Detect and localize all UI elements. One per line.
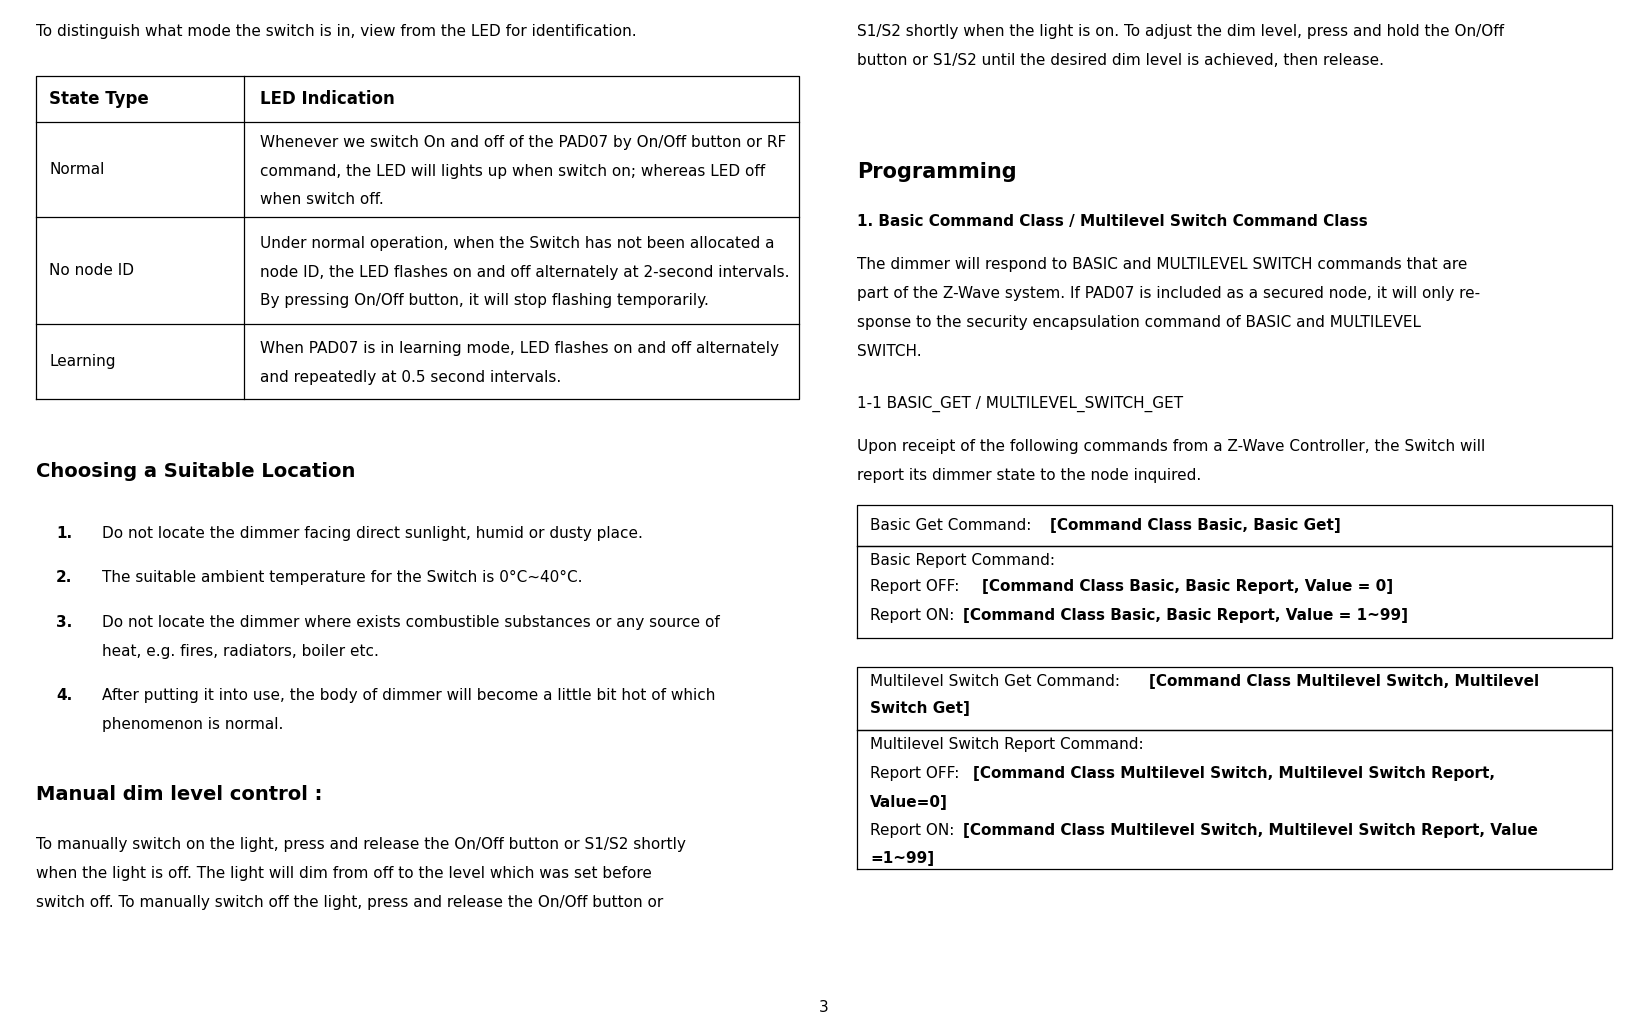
Text: =1~99]: =1~99] (870, 852, 934, 866)
Text: 4.: 4. (56, 688, 73, 703)
Text: Multilevel Switch Report Command:: Multilevel Switch Report Command: (870, 737, 1144, 753)
Text: Choosing a Suitable Location: Choosing a Suitable Location (36, 462, 356, 481)
Text: heat, e.g. fires, radiators, boiler etc.: heat, e.g. fires, radiators, boiler etc. (102, 644, 379, 659)
Text: Switch Get]: Switch Get] (870, 701, 971, 717)
Text: Learning: Learning (49, 353, 115, 369)
Text: Do not locate the dimmer facing direct sunlight, humid or dusty place.: Do not locate the dimmer facing direct s… (102, 525, 643, 541)
Text: Report ON:: Report ON: (870, 823, 954, 837)
Text: LED Indication: LED Indication (260, 90, 396, 108)
Text: To distinguish what mode the switch is in, view from the LED for identification.: To distinguish what mode the switch is i… (36, 24, 636, 39)
Text: Normal: Normal (49, 162, 105, 177)
Text: [Command Class Multilevel Switch, Multilevel Switch Report,: [Command Class Multilevel Switch, Multil… (972, 766, 1495, 782)
Text: sponse to the security encapsulation command of BASIC and MULTILEVEL: sponse to the security encapsulation com… (857, 315, 1421, 330)
Text: Value=0]: Value=0] (870, 795, 948, 811)
Text: Basic Report Command:: Basic Report Command: (870, 553, 1055, 568)
Text: [Command Class Basic, Basic Get]: [Command Class Basic, Basic Get] (1050, 518, 1341, 533)
Text: when switch off.: when switch off. (260, 193, 384, 207)
Text: Whenever we switch On and off of the PAD07 by On/Off button or RF: Whenever we switch On and off of the PAD… (260, 135, 786, 149)
Text: SWITCH.: SWITCH. (857, 344, 921, 358)
Text: State Type: State Type (49, 90, 150, 108)
Text: Report ON:: Report ON: (870, 608, 954, 623)
Text: 1.: 1. (56, 525, 73, 541)
Text: [Command Class Basic, Basic Report, Value = 1~99]: [Command Class Basic, Basic Report, Valu… (962, 608, 1409, 623)
Text: Report OFF:: Report OFF: (870, 579, 964, 594)
Text: command, the LED will lights up when switch on; whereas LED off: command, the LED will lights up when swi… (260, 164, 766, 178)
Text: Multilevel Switch Get Command:: Multilevel Switch Get Command: (870, 674, 1121, 689)
Text: part of the Z-Wave system. If PAD07 is included as a secured node, it will only : part of the Z-Wave system. If PAD07 is i… (857, 286, 1480, 301)
Text: Report OFF:: Report OFF: (870, 766, 959, 782)
Text: S1/S2 shortly when the light is on. To adjust the dim level, press and hold the : S1/S2 shortly when the light is on. To a… (857, 24, 1505, 39)
Text: [Command Class Basic, Basic Report, Value = 0]: [Command Class Basic, Basic Report, Valu… (982, 579, 1393, 594)
Text: node ID, the LED flashes on and off alternately at 2-second intervals.: node ID, the LED flashes on and off alte… (260, 265, 789, 279)
Text: After putting it into use, the body of dimmer will become a little bit hot of wh: After putting it into use, the body of d… (102, 688, 715, 703)
Text: Upon receipt of the following commands from a Z-Wave Controller, the Switch will: Upon receipt of the following commands f… (857, 439, 1485, 454)
Text: 2.: 2. (56, 571, 73, 585)
Text: switch off. To manually switch off the light, press and release the On/Off butto: switch off. To manually switch off the l… (36, 895, 664, 909)
Text: The suitable ambient temperature for the Switch is 0°C~40°C.: The suitable ambient temperature for the… (102, 571, 583, 585)
Text: button or S1/S2 until the desired dim level is achieved, then release.: button or S1/S2 until the desired dim le… (857, 53, 1384, 68)
Text: [Command Class Multilevel Switch, Multilevel: [Command Class Multilevel Switch, Multil… (1149, 674, 1539, 689)
Text: when the light is off. The light will dim from off to the level which was set be: when the light is off. The light will di… (36, 866, 653, 881)
Text: Manual dim level control :: Manual dim level control : (36, 785, 323, 804)
Text: phenomenon is normal.: phenomenon is normal. (102, 717, 283, 732)
Text: To manually switch on the light, press and release the On/Off button or S1/S2 sh: To manually switch on the light, press a… (36, 837, 686, 852)
Text: By pressing On/Off button, it will stop flashing temporarily.: By pressing On/Off button, it will stop … (260, 294, 709, 308)
Text: Under normal operation, when the Switch has not been allocated a: Under normal operation, when the Switch … (260, 236, 775, 250)
Text: The dimmer will respond to BASIC and MULTILEVEL SWITCH commands that are: The dimmer will respond to BASIC and MUL… (857, 258, 1467, 272)
Text: 3: 3 (819, 1000, 829, 1015)
Text: 1. Basic Command Class / Multilevel Switch Command Class: 1. Basic Command Class / Multilevel Swit… (857, 214, 1368, 229)
Text: report its dimmer state to the node inquired.: report its dimmer state to the node inqu… (857, 468, 1201, 483)
Text: No node ID: No node ID (49, 263, 135, 278)
Text: Do not locate the dimmer where exists combustible substances or any source of: Do not locate the dimmer where exists co… (102, 615, 720, 630)
Text: Basic Get Command:: Basic Get Command: (870, 518, 1037, 533)
Text: [Command Class Multilevel Switch, Multilevel Switch Report, Value: [Command Class Multilevel Switch, Multil… (962, 823, 1538, 837)
Text: 1-1 BASIC_GET / MULTILEVEL_SWITCH_GET: 1-1 BASIC_GET / MULTILEVEL_SWITCH_GET (857, 396, 1183, 412)
Text: Programming: Programming (857, 162, 1017, 182)
Text: When PAD07 is in learning mode, LED flashes on and off alternately: When PAD07 is in learning mode, LED flas… (260, 341, 780, 356)
Text: and repeatedly at 0.5 second intervals.: and repeatedly at 0.5 second intervals. (260, 370, 562, 385)
Text: 3.: 3. (56, 615, 73, 630)
